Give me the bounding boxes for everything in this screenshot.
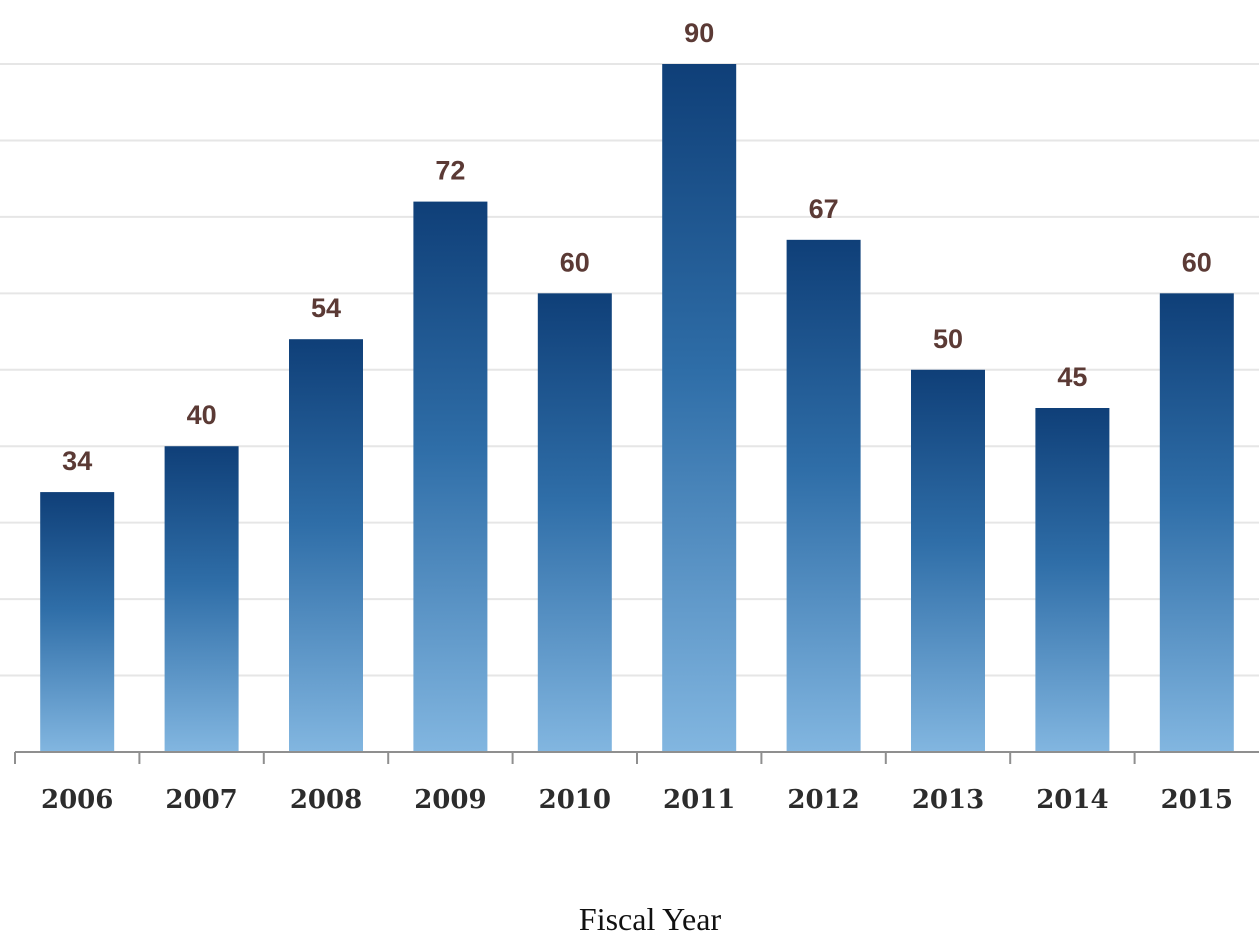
x-tick-labels: 2006 2007 2008 2009 2010 2011 2012 2013 2014 2015	[41, 785, 1233, 815]
data-label-2013: 50	[933, 324, 963, 354]
bar-2014	[1035, 408, 1110, 752]
data-label-2009: 72	[435, 156, 465, 186]
data-label-2008: 54	[311, 293, 341, 323]
x-tick-label-2009: 2009	[414, 785, 486, 815]
x-tick-label-2012: 2012	[787, 785, 859, 815]
data-label-2014: 45	[1057, 362, 1087, 392]
data-labels: 34 40 54 72 60 90 67 50 45 60	[62, 18, 1212, 476]
bar-2009	[413, 201, 488, 753]
x-axis-title: Fiscal Year	[579, 901, 722, 937]
bar-2008	[289, 339, 363, 752]
bar-2013	[911, 369, 985, 752]
data-label-2012: 67	[809, 194, 839, 224]
x-tick-label-2015: 2015	[1161, 785, 1233, 815]
bar-2007	[164, 446, 239, 752]
bar-2015	[1159, 293, 1234, 752]
data-label-2011: 90	[684, 18, 714, 48]
data-label-2007: 40	[187, 400, 217, 430]
data-label-2006: 34	[62, 446, 92, 476]
data-label-2015: 60	[1182, 247, 1212, 277]
bars	[40, 64, 1234, 753]
x-tick-label-2011: 2011	[663, 785, 735, 815]
data-label-2010: 60	[560, 247, 590, 277]
bar-2006	[40, 492, 115, 752]
x-tick-label-2014: 2014	[1036, 785, 1108, 815]
bar-2010	[537, 293, 612, 752]
bar-2011	[662, 64, 737, 752]
x-tick-label-2013: 2013	[912, 785, 984, 815]
x-tick-label-2006: 2006	[41, 785, 113, 815]
x-tick-label-2007: 2007	[165, 785, 237, 815]
bar-2012	[786, 239, 861, 753]
x-tick-label-2008: 2008	[290, 785, 362, 815]
x-tick-label-2010: 2010	[539, 785, 611, 815]
x-axis-ticks	[14, 752, 1136, 764]
